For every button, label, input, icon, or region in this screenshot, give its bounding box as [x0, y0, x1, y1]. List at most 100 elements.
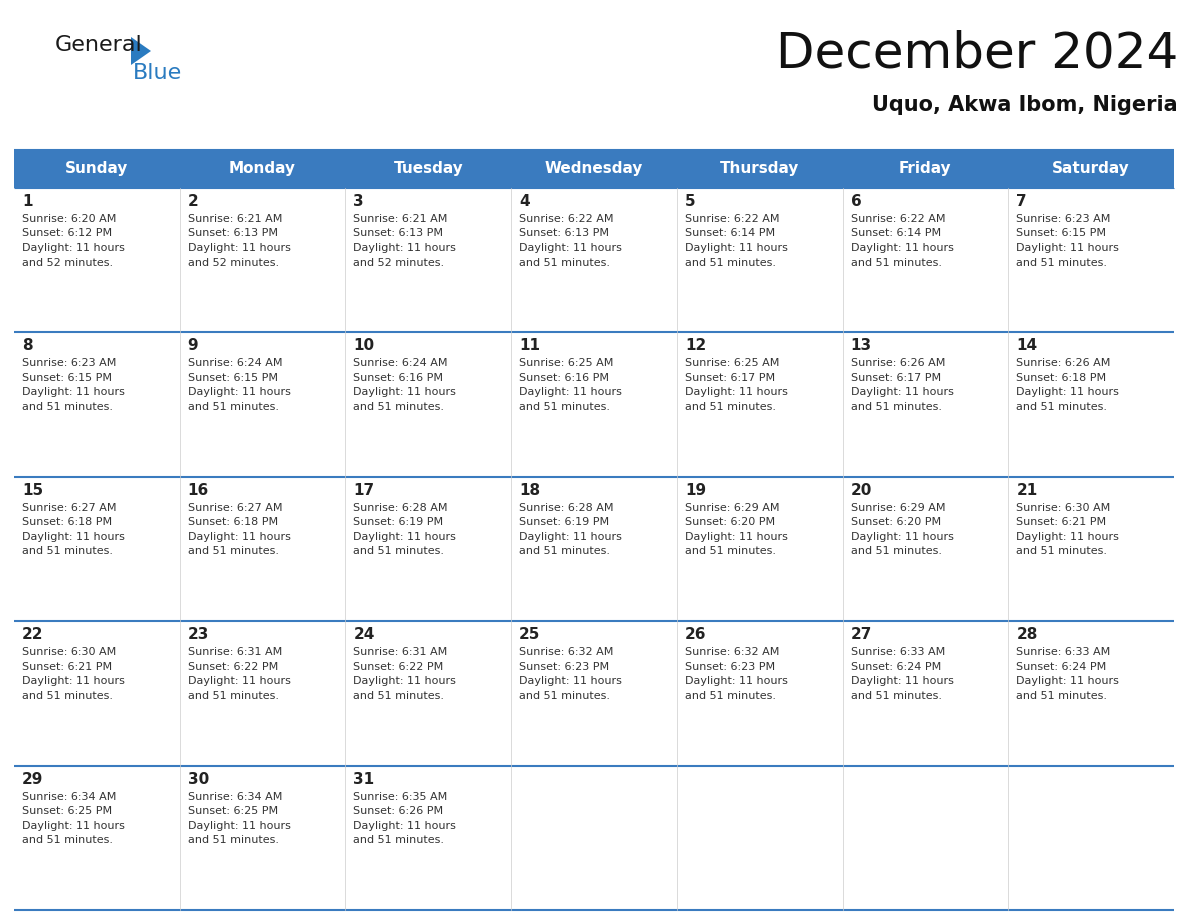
Text: Sunset: 6:12 PM: Sunset: 6:12 PM: [23, 229, 112, 239]
Text: Monday: Monday: [229, 162, 296, 176]
Text: and 51 minutes.: and 51 minutes.: [851, 258, 942, 267]
Text: Daylight: 11 hours: Daylight: 11 hours: [23, 677, 125, 686]
Bar: [14, 188, 1174, 332]
Text: 31: 31: [353, 772, 374, 787]
Text: 14: 14: [1016, 339, 1037, 353]
Text: 26: 26: [684, 627, 707, 643]
Text: Sunset: 6:24 PM: Sunset: 6:24 PM: [851, 662, 941, 672]
Text: Sunset: 6:16 PM: Sunset: 6:16 PM: [519, 373, 609, 383]
Text: 1: 1: [23, 194, 32, 209]
Text: Sunset: 6:20 PM: Sunset: 6:20 PM: [851, 518, 941, 527]
Text: General: General: [55, 35, 143, 55]
Text: 2: 2: [188, 194, 198, 209]
Text: Sunset: 6:15 PM: Sunset: 6:15 PM: [23, 373, 112, 383]
Text: 11: 11: [519, 339, 541, 353]
Text: Daylight: 11 hours: Daylight: 11 hours: [519, 532, 623, 542]
Text: 13: 13: [851, 339, 872, 353]
Text: Daylight: 11 hours: Daylight: 11 hours: [684, 677, 788, 686]
Text: Sunset: 6:16 PM: Sunset: 6:16 PM: [353, 373, 443, 383]
Text: 19: 19: [684, 483, 706, 498]
Text: 12: 12: [684, 339, 706, 353]
Text: Sunrise: 6:24 AM: Sunrise: 6:24 AM: [353, 358, 448, 368]
Text: Daylight: 11 hours: Daylight: 11 hours: [1016, 243, 1119, 253]
Text: Sunset: 6:25 PM: Sunset: 6:25 PM: [23, 806, 112, 816]
Text: 18: 18: [519, 483, 541, 498]
Text: Sunrise: 6:28 AM: Sunrise: 6:28 AM: [519, 503, 614, 513]
Text: Daylight: 11 hours: Daylight: 11 hours: [851, 243, 954, 253]
Text: Sunset: 6:23 PM: Sunset: 6:23 PM: [519, 662, 609, 672]
Text: Saturday: Saturday: [1053, 162, 1130, 176]
Text: Daylight: 11 hours: Daylight: 11 hours: [353, 243, 456, 253]
Text: Sunset: 6:19 PM: Sunset: 6:19 PM: [353, 518, 443, 527]
Bar: [14, 332, 1174, 476]
Text: and 51 minutes.: and 51 minutes.: [188, 546, 279, 556]
Text: 22: 22: [23, 627, 44, 643]
Text: Daylight: 11 hours: Daylight: 11 hours: [353, 821, 456, 831]
Text: Sunrise: 6:34 AM: Sunrise: 6:34 AM: [23, 791, 116, 801]
Text: 4: 4: [519, 194, 530, 209]
Text: and 52 minutes.: and 52 minutes.: [188, 258, 279, 267]
Text: Daylight: 11 hours: Daylight: 11 hours: [1016, 387, 1119, 397]
Text: Daylight: 11 hours: Daylight: 11 hours: [188, 821, 291, 831]
Text: and 51 minutes.: and 51 minutes.: [23, 402, 113, 412]
Text: Sunset: 6:19 PM: Sunset: 6:19 PM: [519, 518, 609, 527]
Text: Daylight: 11 hours: Daylight: 11 hours: [1016, 532, 1119, 542]
Text: Friday: Friday: [899, 162, 952, 176]
Text: 25: 25: [519, 627, 541, 643]
Text: Sunrise: 6:21 AM: Sunrise: 6:21 AM: [188, 214, 282, 224]
Text: Sunset: 6:22 PM: Sunset: 6:22 PM: [188, 662, 278, 672]
Text: Daylight: 11 hours: Daylight: 11 hours: [851, 677, 954, 686]
Text: 5: 5: [684, 194, 695, 209]
Bar: [1009, 150, 1174, 188]
Text: and 51 minutes.: and 51 minutes.: [1016, 402, 1107, 412]
Bar: [179, 150, 346, 188]
Text: and 52 minutes.: and 52 minutes.: [23, 258, 113, 267]
Text: Sunset: 6:21 PM: Sunset: 6:21 PM: [23, 662, 112, 672]
Text: 10: 10: [353, 339, 374, 353]
Text: Sunrise: 6:21 AM: Sunrise: 6:21 AM: [353, 214, 448, 224]
Text: Sunrise: 6:29 AM: Sunrise: 6:29 AM: [684, 503, 779, 513]
Text: Sunset: 6:21 PM: Sunset: 6:21 PM: [1016, 518, 1106, 527]
Text: and 51 minutes.: and 51 minutes.: [519, 258, 611, 267]
Text: Sunrise: 6:27 AM: Sunrise: 6:27 AM: [188, 503, 283, 513]
Text: Sunset: 6:13 PM: Sunset: 6:13 PM: [188, 229, 278, 239]
Text: and 51 minutes.: and 51 minutes.: [1016, 690, 1107, 700]
Text: Daylight: 11 hours: Daylight: 11 hours: [188, 532, 291, 542]
Text: and 51 minutes.: and 51 minutes.: [684, 546, 776, 556]
Text: Sunrise: 6:25 AM: Sunrise: 6:25 AM: [519, 358, 613, 368]
Text: Sunset: 6:15 PM: Sunset: 6:15 PM: [188, 373, 278, 383]
Text: Sunset: 6:22 PM: Sunset: 6:22 PM: [353, 662, 443, 672]
Text: Sunrise: 6:24 AM: Sunrise: 6:24 AM: [188, 358, 283, 368]
Text: and 51 minutes.: and 51 minutes.: [188, 402, 279, 412]
Text: Sunrise: 6:20 AM: Sunrise: 6:20 AM: [23, 214, 116, 224]
Text: 3: 3: [353, 194, 364, 209]
Text: Daylight: 11 hours: Daylight: 11 hours: [188, 387, 291, 397]
Text: Daylight: 11 hours: Daylight: 11 hours: [353, 677, 456, 686]
Text: and 51 minutes.: and 51 minutes.: [1016, 546, 1107, 556]
Text: Sunset: 6:26 PM: Sunset: 6:26 PM: [353, 806, 443, 816]
Text: 9: 9: [188, 339, 198, 353]
Text: Daylight: 11 hours: Daylight: 11 hours: [188, 677, 291, 686]
Text: Sunrise: 6:23 AM: Sunrise: 6:23 AM: [23, 358, 116, 368]
Text: Sunrise: 6:26 AM: Sunrise: 6:26 AM: [1016, 358, 1111, 368]
Text: Daylight: 11 hours: Daylight: 11 hours: [519, 243, 623, 253]
Text: Sunrise: 6:32 AM: Sunrise: 6:32 AM: [519, 647, 613, 657]
Text: 24: 24: [353, 627, 374, 643]
Bar: [14, 621, 1174, 766]
Text: 29: 29: [23, 772, 44, 787]
Text: Sunrise: 6:30 AM: Sunrise: 6:30 AM: [1016, 503, 1111, 513]
Text: Daylight: 11 hours: Daylight: 11 hours: [519, 677, 623, 686]
Text: Sunrise: 6:33 AM: Sunrise: 6:33 AM: [851, 647, 944, 657]
Bar: [14, 476, 1174, 621]
Text: Sunset: 6:14 PM: Sunset: 6:14 PM: [684, 229, 775, 239]
Text: 7: 7: [1016, 194, 1026, 209]
Text: and 51 minutes.: and 51 minutes.: [684, 402, 776, 412]
Text: Daylight: 11 hours: Daylight: 11 hours: [188, 243, 291, 253]
Text: Daylight: 11 hours: Daylight: 11 hours: [684, 243, 788, 253]
Text: Sunday: Sunday: [65, 162, 128, 176]
Text: and 51 minutes.: and 51 minutes.: [1016, 258, 1107, 267]
Text: Sunrise: 6:35 AM: Sunrise: 6:35 AM: [353, 791, 448, 801]
Text: and 51 minutes.: and 51 minutes.: [353, 402, 444, 412]
Text: 21: 21: [1016, 483, 1037, 498]
Text: Daylight: 11 hours: Daylight: 11 hours: [851, 532, 954, 542]
